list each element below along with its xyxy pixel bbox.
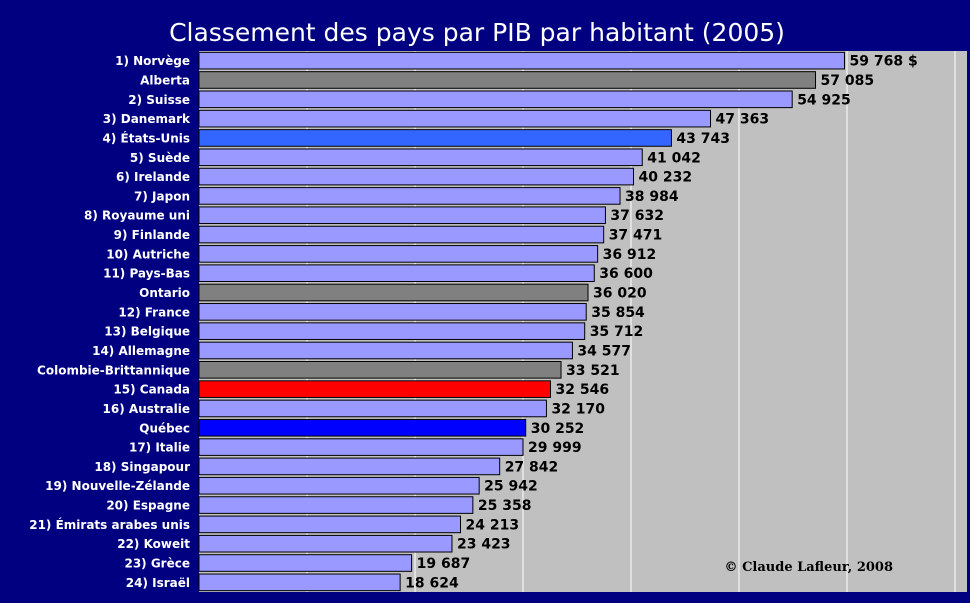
bar xyxy=(198,109,712,128)
bar xyxy=(198,322,586,340)
value-label: 40 232 xyxy=(639,170,693,186)
category-label: 8) Royaume uni xyxy=(84,209,190,223)
category-label: Alberta xyxy=(140,73,190,87)
category-label: 17) Italie xyxy=(129,441,190,455)
bar xyxy=(198,206,606,225)
value-label: 57 085 xyxy=(821,73,875,89)
value-label: 37 471 xyxy=(609,228,663,244)
category-label: 2) Suisse xyxy=(128,93,190,107)
value-label: 35 854 xyxy=(591,305,645,321)
bar xyxy=(198,341,573,360)
value-label: 18 624 xyxy=(405,575,459,591)
value-label: 32 170 xyxy=(551,401,605,417)
bar xyxy=(198,283,589,302)
value-label: 34 577 xyxy=(577,343,631,359)
chart-title: Classement des pays par PIB par habitant… xyxy=(169,18,785,47)
value-label: 29 999 xyxy=(528,440,582,456)
bar xyxy=(198,303,587,321)
category-label: 23) Grèce xyxy=(124,557,190,571)
value-label: 41 042 xyxy=(647,150,701,166)
value-label: 36 600 xyxy=(599,266,653,282)
bars xyxy=(198,51,845,592)
category-label: 19) Nouvelle-Zélande xyxy=(45,479,190,493)
bar xyxy=(198,418,527,437)
bar xyxy=(198,554,413,572)
category-label: 4) États-Unis xyxy=(103,130,190,145)
value-label: 54 925 xyxy=(797,92,851,108)
bar xyxy=(198,264,595,283)
category-label: 10) Autriche xyxy=(106,247,190,261)
value-label: 43 743 xyxy=(676,131,730,147)
bar xyxy=(198,129,672,147)
category-label: 18) Singapour xyxy=(94,460,190,474)
bar xyxy=(198,399,547,418)
bar xyxy=(198,148,643,167)
category-label: 1) Norvège xyxy=(115,54,190,68)
value-label: 25 942 xyxy=(484,479,538,495)
value-label: 36 912 xyxy=(603,247,657,263)
value-label: 24 213 xyxy=(466,517,520,533)
category-label: 14) Allemagne xyxy=(92,344,190,358)
category-label: Colombie-Brittannique xyxy=(37,363,190,377)
category-label: 20) Espagne xyxy=(106,499,190,513)
bar xyxy=(198,515,461,534)
value-label: 27 842 xyxy=(505,459,559,475)
category-label: 7) Japon xyxy=(134,189,190,203)
value-label: 47 363 xyxy=(716,112,770,128)
value-label: 36 020 xyxy=(593,286,647,302)
bar xyxy=(198,457,501,476)
value-labels: 59 768 $ 57 085 54 925 47 363 43 743 41 042 40… xyxy=(405,54,918,592)
bar xyxy=(198,167,635,186)
bar xyxy=(198,51,845,70)
value-label: 23 423 xyxy=(457,537,511,553)
value-label: 35 712 xyxy=(590,324,644,340)
category-label: 5) Suède xyxy=(130,151,190,165)
bar xyxy=(198,476,480,495)
value-label: 38 984 xyxy=(625,189,679,205)
value-label: 33 521 xyxy=(566,363,620,379)
value-label: 37 632 xyxy=(610,208,664,224)
copyright-credit: © Claude Lafleur, 2008 xyxy=(725,560,893,575)
bar xyxy=(198,380,551,398)
bar xyxy=(198,71,817,89)
category-label: 15) Canada xyxy=(113,383,190,397)
category-labels: 1) Norvège Alberta 2) Suisse 3) Danemark 4) … xyxy=(29,54,191,590)
bar xyxy=(198,496,474,514)
bar xyxy=(198,225,605,244)
category-label: 3) Danemark xyxy=(103,112,191,126)
category-label: 24) Israël xyxy=(126,576,190,590)
bar xyxy=(198,245,599,263)
value-label: 19 687 xyxy=(417,556,471,572)
category-label: 9) Finlande xyxy=(114,228,190,242)
category-label: 16) Australie xyxy=(103,402,190,416)
value-label: 32 546 xyxy=(556,382,610,398)
bar xyxy=(198,534,453,553)
category-label: 21) Émirats arabes unis xyxy=(29,517,190,532)
category-label: Ontario xyxy=(139,286,190,300)
value-label: 59 768 $ xyxy=(849,54,917,70)
category-label: 6) Irelande xyxy=(116,170,190,184)
category-label: 22) Koweit xyxy=(117,537,190,551)
value-label: 30 252 xyxy=(531,421,585,437)
category-label: 13) Belgique xyxy=(104,325,190,339)
bar xyxy=(198,438,524,456)
value-label: 25 358 xyxy=(478,498,532,514)
bar xyxy=(198,90,793,109)
category-label: Québec xyxy=(139,421,190,435)
category-label: 12) France xyxy=(118,305,190,319)
category-label: 11) Pays-Bas xyxy=(103,267,190,281)
bar xyxy=(198,361,562,379)
bar xyxy=(198,187,621,205)
bar xyxy=(198,573,401,592)
